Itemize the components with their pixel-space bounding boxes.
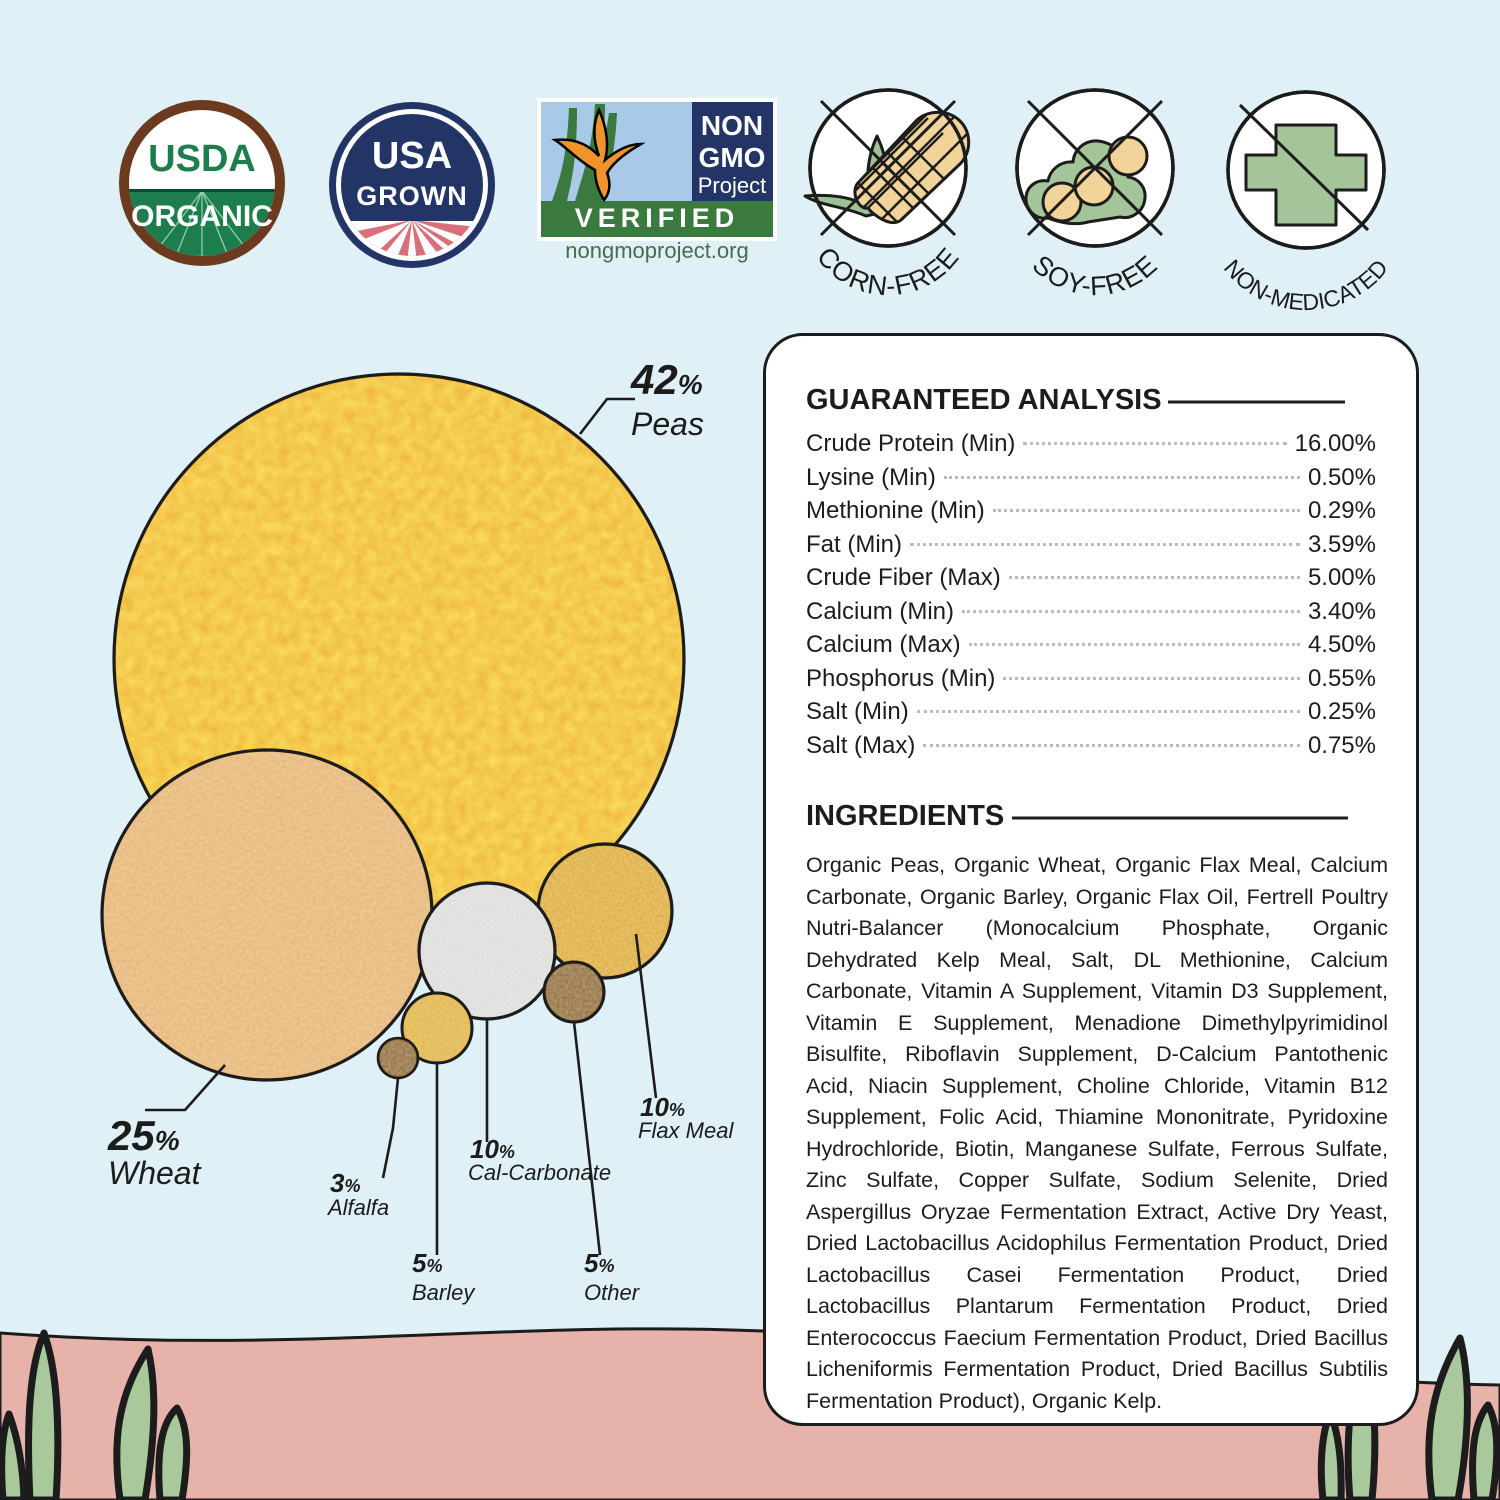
svg-text:GMO: GMO xyxy=(699,142,766,173)
svg-text:VERIFIED: VERIFIED xyxy=(575,203,740,233)
svg-text:GROWN: GROWN xyxy=(356,181,467,211)
svg-text:USA: USA xyxy=(372,135,452,177)
svg-text:NON-MEDICATED: NON-MEDICATED xyxy=(1219,254,1393,315)
svg-text:ORGANIC: ORGANIC xyxy=(131,200,273,233)
svg-text:USDA: USDA xyxy=(148,138,256,180)
svg-text:nongmoproject.org: nongmoproject.org xyxy=(565,238,748,263)
svg-text:CORN-FREE: CORN-FREE xyxy=(811,241,965,301)
svg-text:SOY-FREE: SOY-FREE xyxy=(1027,249,1164,301)
svg-text:Project: Project xyxy=(698,173,766,198)
svg-text:NON: NON xyxy=(701,110,763,141)
